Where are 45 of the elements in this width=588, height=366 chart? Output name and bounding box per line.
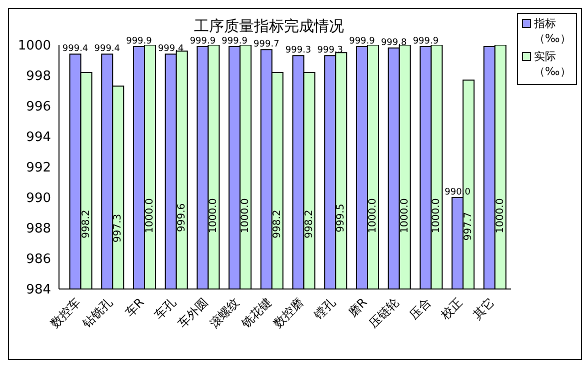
data-label: 999.4 (158, 44, 184, 54)
x-tick-label: 校正 (438, 295, 466, 323)
data-label: 999.3 (285, 46, 312, 56)
data-label: 998.2 (80, 210, 92, 238)
data-label: 999.8 (380, 38, 408, 48)
y-tick-label: 1000 (18, 38, 51, 54)
data-label: 997.3 (112, 214, 124, 242)
x-tick-label: 车R (122, 295, 147, 320)
y-tick-label: 998 (26, 69, 51, 84)
data-label: 998.2 (272, 210, 283, 238)
y-tick-label: 992 (26, 160, 51, 176)
y-tick-label: 986 (26, 252, 51, 268)
legend-label: 指标（‰） (534, 16, 572, 46)
data-label: 1000.0 (431, 198, 442, 234)
data-label: 999.4 (94, 44, 120, 54)
data-label: 999.9 (222, 36, 248, 47)
x-tick-label: 车孔 (152, 295, 179, 322)
data-label: 1000.0 (399, 198, 410, 234)
y-tick-label: 996 (26, 100, 51, 115)
x-tick-label: 其它 (470, 295, 498, 322)
data-label: 999.9 (126, 36, 152, 47)
chart-title: 工序质量指标完成情况 (193, 17, 345, 36)
data-label: 999.4 (62, 44, 88, 54)
data-label: 1000.0 (494, 198, 506, 234)
data-label: 1000.0 (367, 198, 378, 234)
legend-label: 实际（‰） (534, 49, 572, 79)
data-label: 999.6 (176, 203, 188, 232)
data-label: 1000.0 (144, 198, 156, 234)
data-label: 998.2 (304, 210, 315, 238)
data-label: 999.5 (336, 204, 347, 232)
data-label: 1000.0 (240, 198, 252, 234)
data-label: 1000.0 (208, 198, 220, 234)
x-tick-label: 镗孔 (310, 295, 338, 323)
y-tick-label: 994 (26, 130, 51, 146)
data-label: 999.7 (254, 40, 280, 50)
data-label: 999.3 (317, 46, 344, 56)
data-label: 999.9 (190, 36, 216, 47)
y-tick-label: 984 (26, 282, 51, 298)
data-label: 997.7 (463, 212, 474, 241)
x-tick-label: 压合 (406, 295, 434, 322)
data-label: 999.9 (412, 36, 439, 47)
y-tick-label: 988 (26, 222, 51, 237)
data-label: 999.9 (349, 36, 376, 47)
y-tick-label: 990 (26, 191, 51, 206)
x-tick-label: 数控磨 (270, 295, 306, 331)
